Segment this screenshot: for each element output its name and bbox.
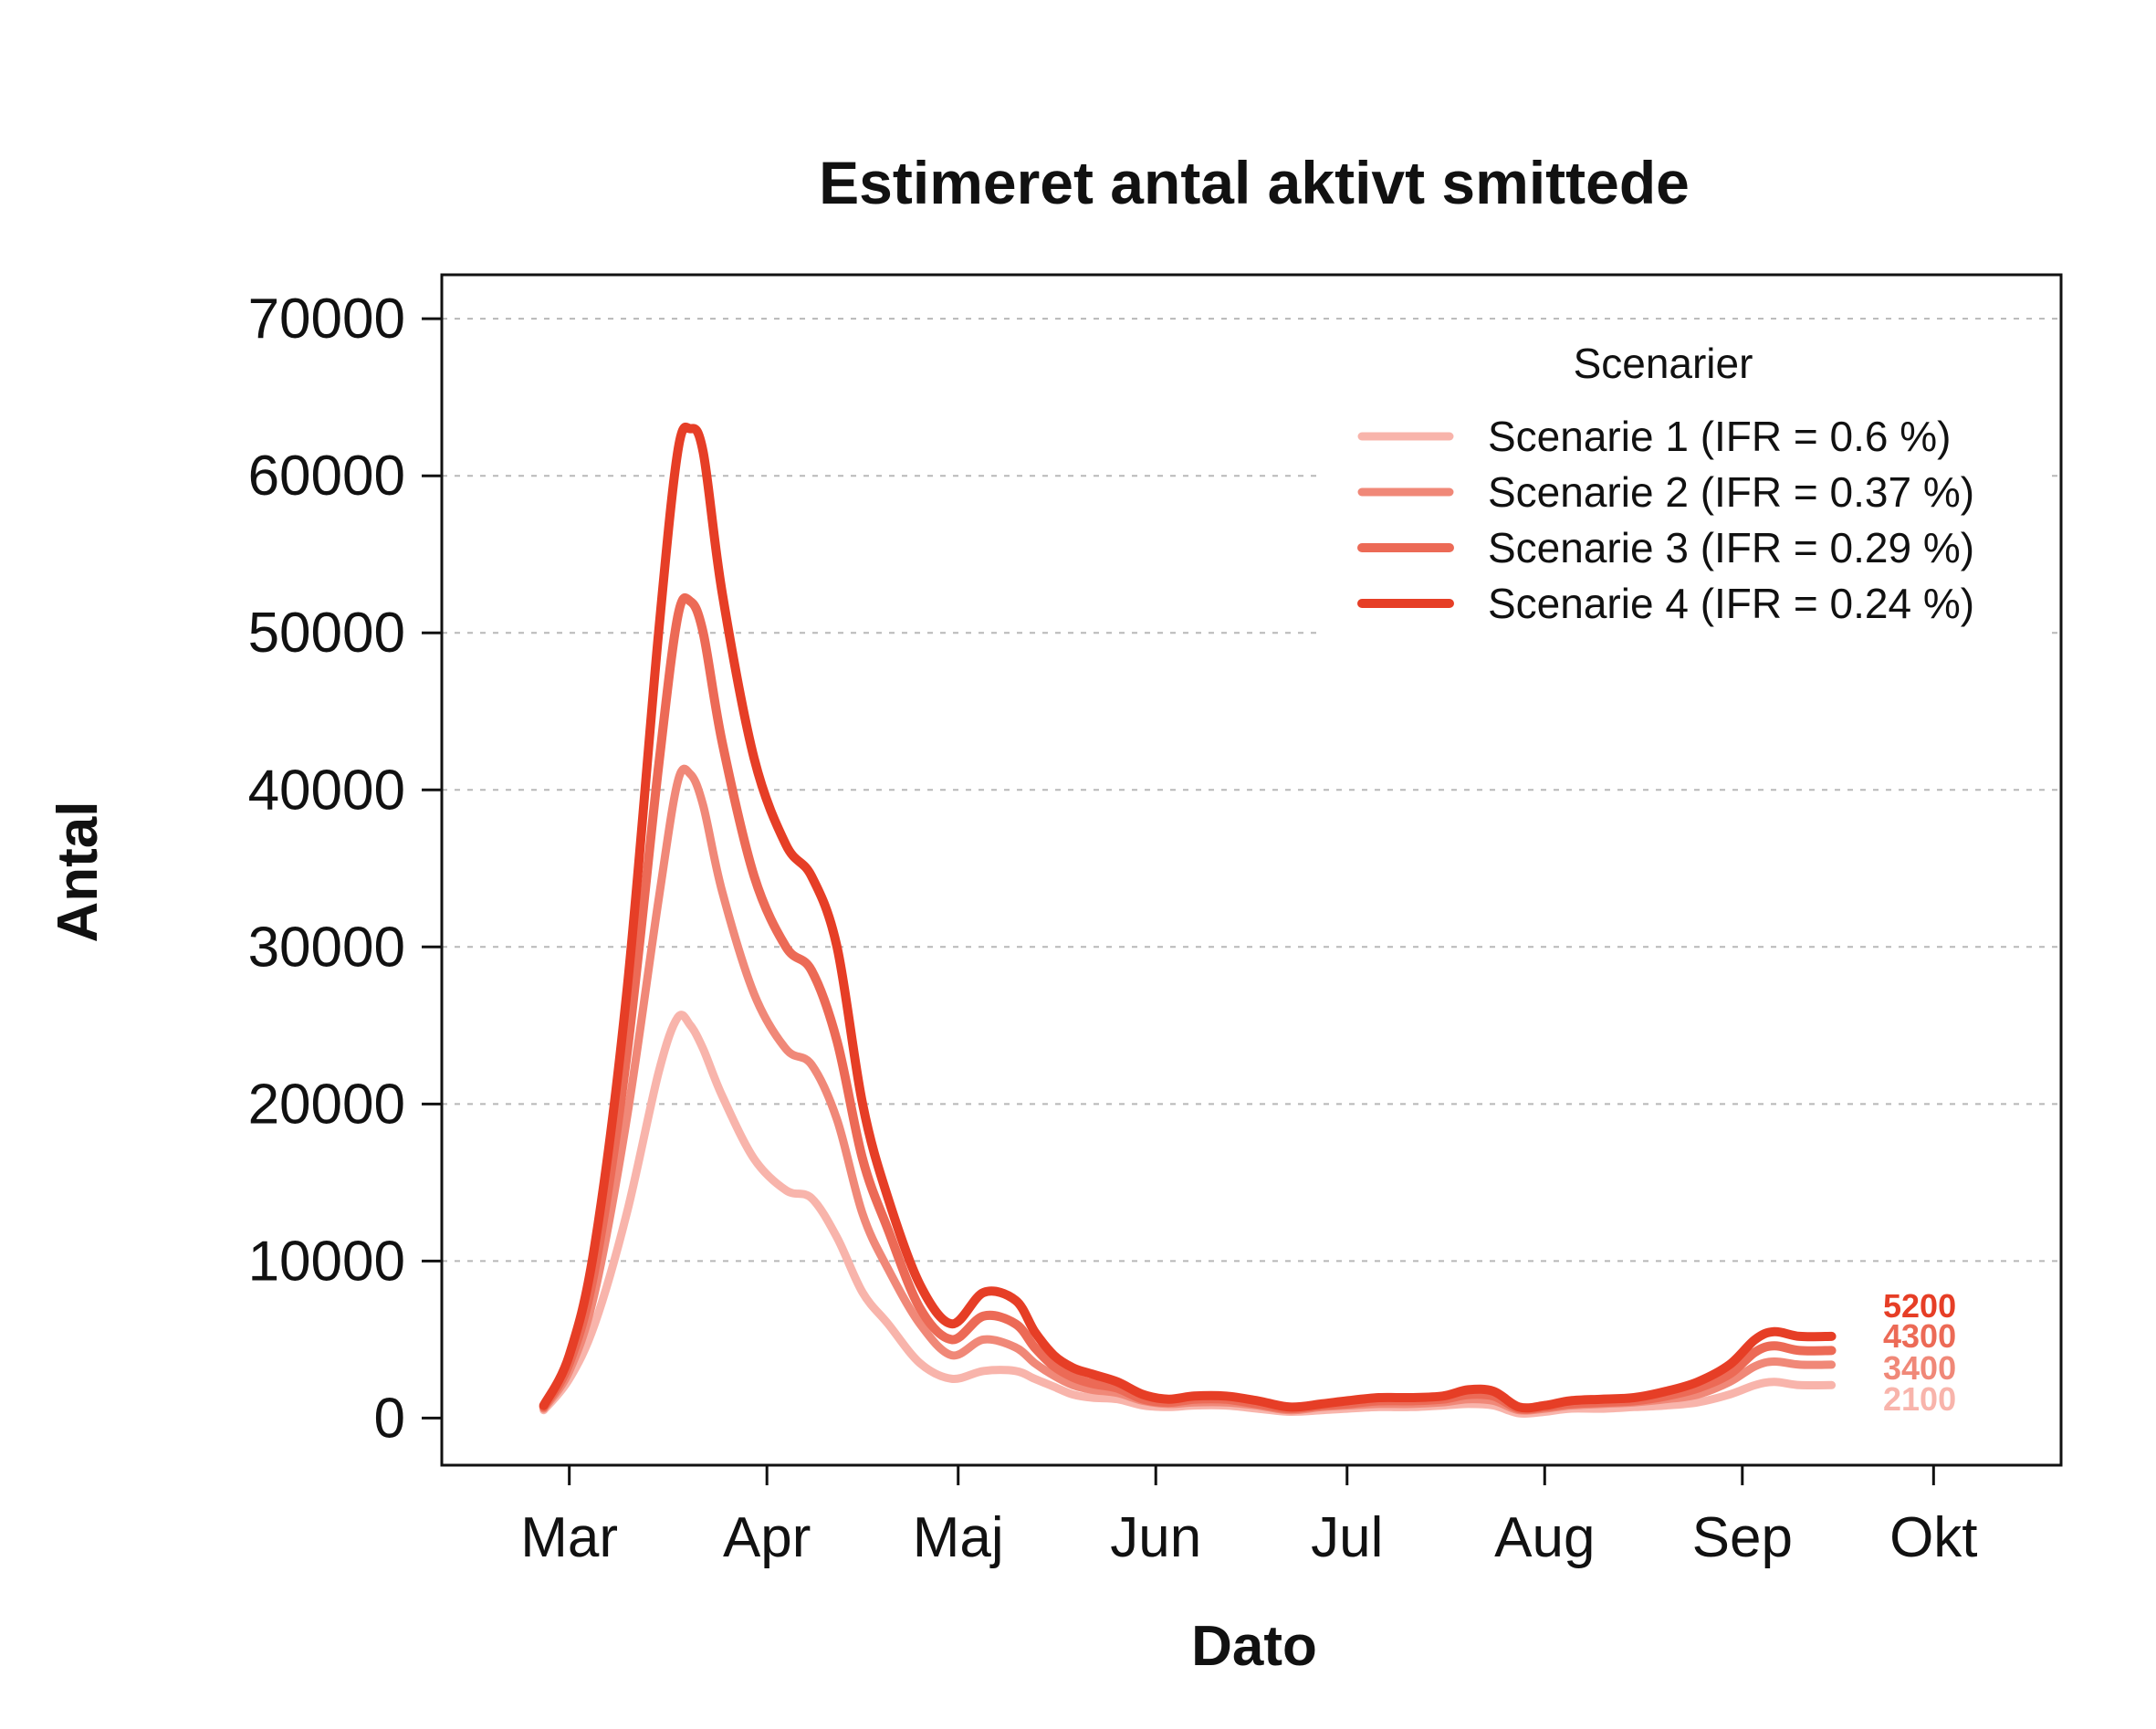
- x-axis-title: Dato: [1191, 1615, 1317, 1678]
- x-tick-label: Aug: [1494, 1506, 1595, 1569]
- grid-lines: [442, 318, 2061, 1263]
- x-tick-label: Okt: [1889, 1506, 1977, 1569]
- legend-entry-label: Scenarie 1 (IFR = 0.6 %): [1488, 413, 1951, 460]
- series-line: [539, 423, 1837, 1413]
- y-tick-label: 70000: [248, 288, 405, 351]
- x-tick-label: Jul: [1311, 1506, 1383, 1569]
- y-tick-label: 60000: [248, 445, 405, 508]
- legend-entry-label: Scenarie 2 (IFR = 0.37 %): [1488, 468, 1974, 516]
- y-tick-label: 20000: [248, 1073, 405, 1136]
- x-tick-label: Mar: [520, 1506, 618, 1569]
- series-end-label: 5200: [1883, 1287, 1956, 1325]
- series-lines: [539, 423, 1837, 1419]
- legend-box: [1324, 320, 2045, 641]
- x-tick-label: Jun: [1110, 1506, 1201, 1569]
- y-tick-label: 10000: [248, 1230, 405, 1293]
- legend-entry-label: Scenarie 4 (IFR = 0.24 %): [1488, 580, 1974, 627]
- legend-title: Scenarier: [1574, 340, 1753, 387]
- y-tick-label: 0: [374, 1387, 405, 1450]
- legend: Scenarier Scenarie 1 (IFR = 0.6 %) Scenari…: [1324, 320, 2045, 641]
- y-tick-label: 50000: [248, 602, 405, 665]
- series-end-label: 4300: [1883, 1317, 1956, 1355]
- legend-entry-label: Scenarie 3 (IFR = 0.29 %): [1488, 524, 1974, 571]
- y-tick-label: 30000: [248, 916, 405, 979]
- series-end-label: 3400: [1883, 1349, 1956, 1387]
- x-tick-label: Apr: [723, 1506, 811, 1569]
- y-tick-label: 40000: [248, 759, 405, 822]
- axes: 0 10000 20000 30000 40000 50000 60000 70000 Mar A…: [248, 288, 1978, 1569]
- chart-title: Estimeret antal aktivt smittede: [819, 149, 1690, 216]
- plot-frame: [440, 273, 2063, 1467]
- series-line: [539, 593, 1837, 1414]
- series-line: [539, 764, 1837, 1415]
- series-line: [539, 1011, 1837, 1419]
- x-tick-label: Sep: [1692, 1506, 1793, 1569]
- x-tick-label: Maj: [913, 1506, 1004, 1569]
- y-axis-title: Antal: [47, 802, 110, 943]
- series-end-label: 2100: [1883, 1380, 1956, 1418]
